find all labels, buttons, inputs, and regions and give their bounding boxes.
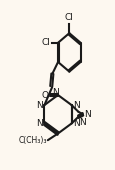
Text: C(CH₃)₃: C(CH₃)₃ — [19, 136, 47, 145]
Text: N: N — [52, 88, 59, 97]
Text: N: N — [72, 101, 79, 110]
Text: Cl: Cl — [41, 38, 50, 47]
Text: N: N — [72, 119, 79, 128]
Text: N: N — [36, 119, 43, 128]
Text: N: N — [83, 110, 90, 119]
Text: O: O — [41, 91, 48, 99]
Text: N: N — [78, 118, 85, 128]
Text: N: N — [36, 101, 43, 110]
Text: Cl: Cl — [64, 13, 73, 22]
